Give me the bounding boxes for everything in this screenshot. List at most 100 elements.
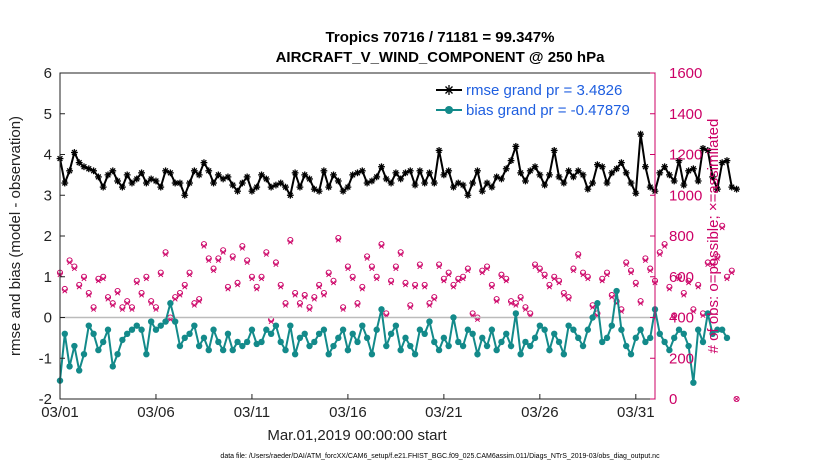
- rmse-point: [584, 185, 592, 193]
- x-tick-label: 03/21: [425, 404, 463, 421]
- obs-assimilated-point: [398, 251, 404, 257]
- rmse-point: [229, 181, 237, 189]
- rmse-point: [296, 183, 304, 191]
- bias-point: [723, 334, 731, 342]
- bias-point: [243, 338, 251, 346]
- rmse-point: [656, 169, 664, 177]
- rmse-point: [622, 169, 630, 177]
- obs-assimilated-point: [177, 292, 183, 298]
- bias-point: [363, 334, 371, 342]
- obs-assimilated-point: [100, 276, 106, 282]
- obs-assimilated-point: [115, 290, 121, 296]
- obs-assimilated-point: [172, 296, 178, 302]
- rmse-point: [123, 171, 131, 179]
- x-tick-label: 03/06: [137, 404, 175, 421]
- y2-tick-label: 600: [669, 269, 694, 286]
- obs-assimilated-point: [734, 396, 740, 402]
- y-tick-label: 4: [44, 147, 52, 164]
- obs-assimilated-point: [225, 286, 231, 292]
- bias-point: [75, 367, 83, 374]
- bias-point: [512, 310, 520, 317]
- legend-bias-label: bias grand pr = -0.47879: [466, 102, 630, 119]
- obs-assimilated-point: [484, 266, 490, 272]
- y2-tick-label: 1200: [669, 147, 702, 164]
- obs-assimilated-point: [354, 302, 361, 308]
- obs-assimilated-point: [316, 284, 322, 290]
- rmse-point: [416, 167, 424, 175]
- obs-assimilated-point: [326, 272, 332, 278]
- rmse-point: [699, 144, 707, 152]
- rmse-point: [440, 171, 448, 179]
- bias-point: [397, 346, 404, 354]
- y2-tick-label: 400: [669, 310, 694, 327]
- rmse-point: [603, 179, 611, 187]
- bias-point: [407, 342, 414, 350]
- bias-point: [277, 338, 284, 346]
- obs-assimilated-point: [532, 264, 538, 270]
- bias-point: [219, 346, 227, 354]
- bias-point: [387, 330, 395, 337]
- obs-assimilated-point: [537, 268, 543, 274]
- y2-tick-label: 0: [669, 391, 677, 408]
- rmse-point: [435, 147, 443, 154]
- obs-assimilated-point: [638, 300, 644, 306]
- data-file-footer: data file: /Users/raeder/DAI/ATM_forcXX/…: [220, 453, 660, 460]
- bias-point: [325, 350, 332, 358]
- rmse-point: [114, 177, 121, 185]
- rmse-point: [560, 179, 568, 187]
- rmse-point: [565, 167, 573, 175]
- x-axis-label: Mar.01,2019 00:00:00 start: [267, 427, 447, 444]
- bias-point: [373, 326, 380, 333]
- rmse-point: [445, 167, 453, 175]
- obs-assimilated-point: [340, 306, 346, 312]
- rmse-point: [507, 157, 515, 165]
- rmse-point: [282, 183, 289, 191]
- bias-point: [282, 346, 289, 354]
- bias-point: [575, 334, 582, 342]
- bias-point: [503, 330, 510, 337]
- rmse-point: [406, 167, 414, 175]
- bias-point: [291, 350, 299, 358]
- bias-point: [176, 342, 184, 350]
- rmse-point: [200, 159, 208, 167]
- bias-point: [267, 330, 275, 337]
- bias-point: [565, 322, 572, 329]
- rmse-point: [670, 177, 678, 185]
- bias-point: [618, 326, 625, 333]
- bias-point: [627, 350, 635, 358]
- obs-assimilated-point: [364, 255, 370, 261]
- bias-point: [359, 322, 366, 329]
- obs-assimilated-point: [76, 284, 82, 290]
- bias-point: [690, 379, 697, 386]
- obs-assimilated-point: [187, 272, 193, 278]
- bias-point: [157, 322, 164, 329]
- obs-assimilated-point: [479, 270, 485, 276]
- obs-assimilated-point: [695, 284, 701, 290]
- rmse-point: [680, 181, 688, 189]
- rmse-point: [358, 167, 366, 175]
- bias-point: [152, 326, 160, 333]
- obs-assimilated-point: [422, 284, 428, 290]
- rmse-point: [675, 157, 683, 165]
- obs-assimilated-point: [158, 272, 164, 278]
- rmse-point: [243, 173, 251, 181]
- bias-point: [546, 346, 553, 354]
- obs-assimilated-point: [676, 276, 682, 282]
- obs-assimilated-point: [657, 251, 663, 257]
- x-tick-label: 03/26: [521, 404, 559, 421]
- rmse-point: [286, 191, 294, 199]
- rmse-point: [133, 175, 141, 183]
- bias-point: [71, 342, 78, 350]
- obs-assimilated-point: [71, 266, 77, 272]
- bias-point: [551, 330, 558, 337]
- bias-point: [531, 334, 539, 342]
- bias-point: [123, 330, 131, 337]
- obs-assimilated-point: [239, 245, 245, 251]
- rmse-point: [397, 175, 405, 183]
- rmse-point: [210, 179, 217, 187]
- rmse-point: [334, 177, 342, 185]
- bias-point: [613, 287, 620, 295]
- rmse-point: [483, 179, 491, 187]
- obs-assimilated-point: [489, 284, 495, 290]
- rmse-line: [59, 133, 737, 198]
